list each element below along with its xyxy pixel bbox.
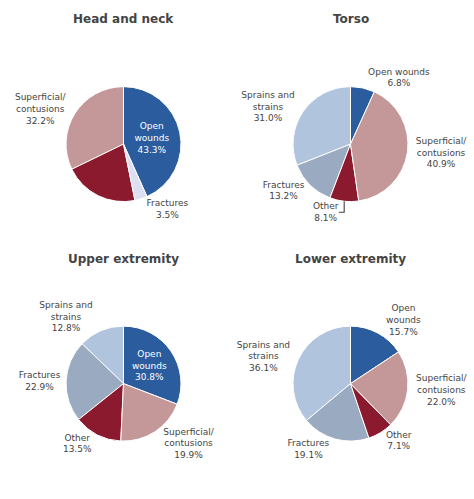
svg-text:Torso: Torso [333,12,369,26]
svg-text:Superficial/contusions40.9%: Superficial/contusions40.9% [416,136,468,169]
svg-text:Other7.1%: Other7.1% [386,430,412,452]
svg-text:Openwounds30.8%: Openwounds30.8% [132,349,167,382]
svg-text:Openwounds15.7%: Openwounds15.7% [386,303,421,336]
svg-text:Sprains andstrains12.8%: Sprains andstrains12.8% [39,300,92,333]
svg-text:Head and neck: Head and neck [73,12,174,26]
svg-text:Fractures22.9%: Fractures22.9% [19,370,61,392]
svg-text:Fractures19.1%: Fractures19.1% [288,438,330,460]
svg-text:Fractures13.2%: Fractures13.2% [263,180,305,202]
svg-text:Fractures3.5%: Fractures3.5% [147,198,189,220]
svg-text:Superficial/contusions19.9%: Superficial/contusions19.9% [163,427,215,460]
svg-text:Other13.5%: Other13.5% [63,433,92,455]
svg-text:Openwounds43.3%: Openwounds43.3% [134,121,169,154]
svg-text:Superficial/contusions32.2%: Superficial/contusions32.2% [15,92,67,125]
svg-text:Sprains andstrains36.1%: Sprains andstrains36.1% [237,340,290,373]
svg-text:Superficial/contusions22.0%: Superficial/contusions22.0% [416,373,468,406]
svg-text:Open wounds6.8%: Open wounds6.8% [368,67,430,89]
svg-text:Upper extremity: Upper extremity [68,252,179,266]
svg-text:Other8.1%: Other8.1% [313,201,339,223]
svg-text:Sprains andstrains31.0%: Sprains andstrains31.0% [241,90,294,123]
svg-text:Lower extremity: Lower extremity [295,252,406,266]
